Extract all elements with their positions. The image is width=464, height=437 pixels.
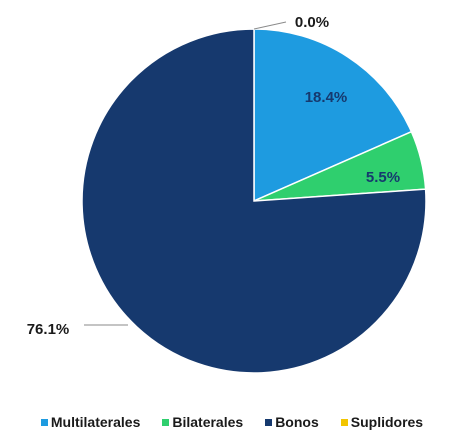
slice-labels: 18.4% 5.5% 76.1% 0.0% <box>27 14 400 338</box>
legend-item-bilaterales: Bilaterales <box>162 414 243 430</box>
legend-label: Bilaterales <box>172 414 244 430</box>
data-label-bilaterales: 5.5% <box>366 169 400 186</box>
legend-swatch-multilaterales <box>40 418 48 426</box>
pie-slice-multilaterales <box>253 28 413 203</box>
legend-label: Multilaterales <box>50 414 141 430</box>
data-label-bonos: 76.1% <box>27 321 70 338</box>
legend-swatch-suplidores <box>340 418 348 426</box>
leader-line-suplidores <box>253 21 287 30</box>
legend: Multilaterales Bilaterales Bonos Suplido… <box>0 412 464 432</box>
pie-slice-bonos <box>81 28 427 374</box>
legend-label: Bonos <box>275 414 319 430</box>
legend-swatch-bonos <box>265 418 273 426</box>
legend-item-multilaterales: Multilaterales <box>40 414 141 430</box>
leader-lines <box>84 21 287 326</box>
legend-item-suplidores: Suplidores <box>340 414 424 430</box>
legend-swatch-bilaterales <box>162 418 170 426</box>
legend-item-bonos: Bonos <box>265 414 319 430</box>
data-label-multilaterales: 18.4% <box>305 89 348 106</box>
legend-label: Suplidores <box>350 414 424 430</box>
data-label-suplidores: 0.0% <box>295 14 329 31</box>
pie-slices <box>81 28 427 374</box>
